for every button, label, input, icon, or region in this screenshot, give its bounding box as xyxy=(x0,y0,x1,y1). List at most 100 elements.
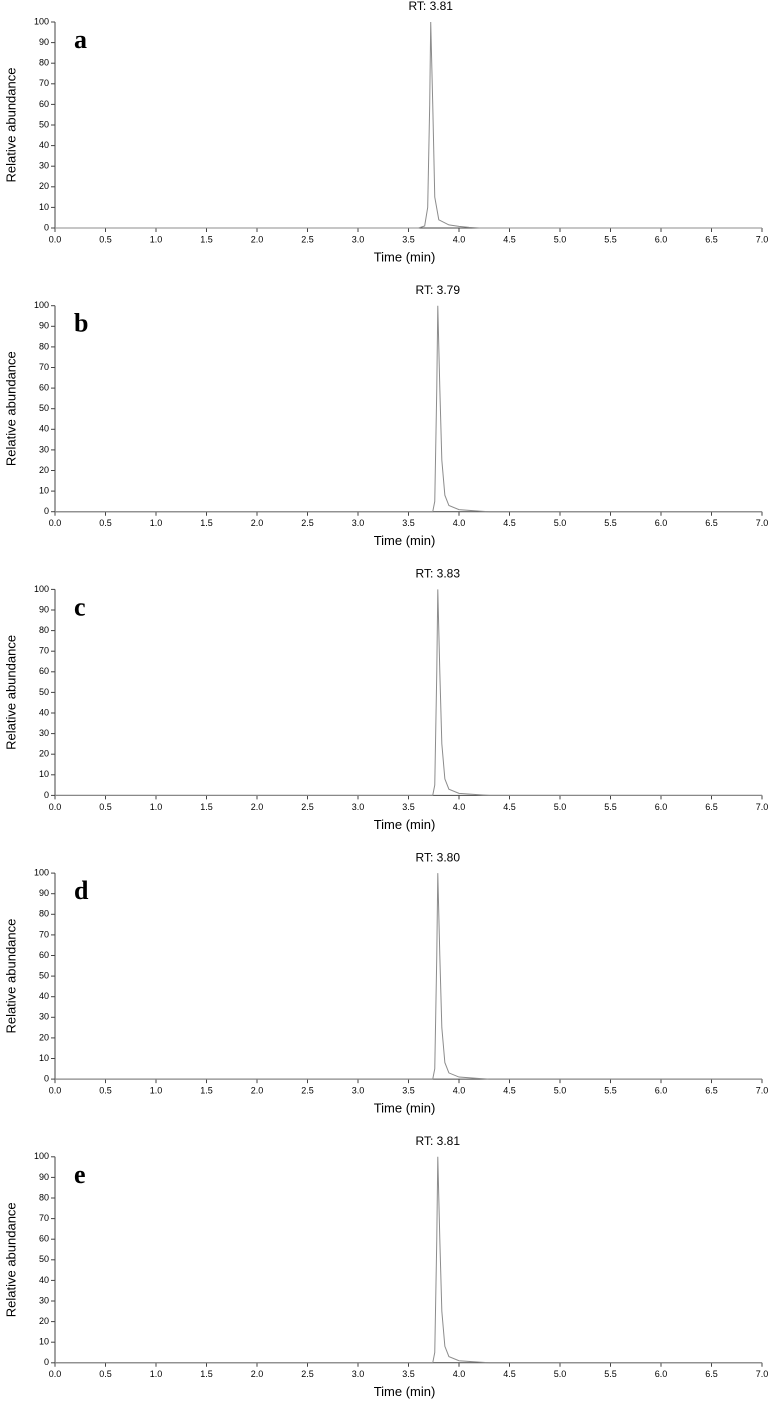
x-tick-label: 2.0 xyxy=(251,518,264,528)
x-tick-label: 6.5 xyxy=(705,518,718,528)
x-tick-label: 6.0 xyxy=(655,1369,668,1379)
x-tick-label: 1.0 xyxy=(150,1369,163,1379)
trace xyxy=(55,589,762,796)
x-tick-label: 1.0 xyxy=(150,518,163,528)
x-tick-label: 3.0 xyxy=(352,1085,365,1095)
x-tick-label: 0.5 xyxy=(99,234,112,244)
x-tick-label: 2.5 xyxy=(301,802,314,812)
y-tick-label: 10 xyxy=(39,1337,49,1347)
y-tick-label: 40 xyxy=(39,424,49,434)
x-tick-label: 5.0 xyxy=(554,1369,567,1379)
x-tick-label: 6.5 xyxy=(705,1085,718,1095)
x-axis-title: Time (min) xyxy=(374,533,436,548)
x-tick-label: 3.0 xyxy=(352,234,365,244)
x-tick-label: 1.5 xyxy=(200,802,213,812)
y-tick-label: 40 xyxy=(39,991,49,1001)
x-tick-label: 2.5 xyxy=(301,518,314,528)
x-tick-label: 3.5 xyxy=(402,1085,415,1095)
x-tick-label: 4.0 xyxy=(453,518,466,528)
y-tick-label: 100 xyxy=(34,300,49,310)
panel-label: b xyxy=(74,309,88,338)
x-tick-label: 4.0 xyxy=(453,1369,466,1379)
y-tick-label: 20 xyxy=(39,181,49,191)
y-tick-label: 30 xyxy=(39,1012,49,1022)
y-axis-title: Relative abundance xyxy=(3,919,18,1034)
x-tick-label: 3.5 xyxy=(402,234,415,244)
y-tick-label: 30 xyxy=(39,1295,49,1305)
x-tick-label: 2.0 xyxy=(251,802,264,812)
y-tick-label: 90 xyxy=(39,888,49,898)
x-tick-label: 2.0 xyxy=(251,234,264,244)
y-tick-label: 100 xyxy=(34,867,49,877)
x-tick-label: 5.5 xyxy=(604,802,617,812)
x-tick-label: 1.0 xyxy=(150,1085,163,1095)
x-tick-label: 4.0 xyxy=(453,802,466,812)
x-axis-title: Time (min) xyxy=(374,1101,436,1116)
x-tick-label: 4.5 xyxy=(503,518,516,528)
y-tick-label: 50 xyxy=(39,970,49,980)
y-tick-label: 60 xyxy=(39,382,49,392)
x-tick-label: 2.5 xyxy=(301,1369,314,1379)
x-tick-label: 5.0 xyxy=(554,234,567,244)
x-tick-label: 6.0 xyxy=(655,518,668,528)
x-tick-label: 0.5 xyxy=(99,1085,112,1095)
x-tick-label: 3.0 xyxy=(352,802,365,812)
panel-label: a xyxy=(74,25,87,54)
peak-annotation: RT: 3.80 xyxy=(416,850,461,864)
y-tick-label: 50 xyxy=(39,687,49,697)
x-axis-title: Time (min) xyxy=(374,249,436,264)
x-tick-label: 2.0 xyxy=(251,1369,264,1379)
y-tick-label: 60 xyxy=(39,666,49,676)
x-tick-label: 5.5 xyxy=(604,234,617,244)
panel-label: c xyxy=(74,592,86,621)
y-tick-label: 20 xyxy=(39,1316,49,1326)
y-tick-label: 30 xyxy=(39,728,49,738)
panel-label: e xyxy=(74,1160,86,1189)
x-tick-label: 0.0 xyxy=(49,1085,62,1095)
y-tick-label: 0 xyxy=(44,1073,49,1083)
x-tick-label: 1.5 xyxy=(200,1085,213,1095)
y-tick-label: 0 xyxy=(44,790,49,800)
panel-label: d xyxy=(74,876,89,905)
x-tick-label: 5.5 xyxy=(604,518,617,528)
y-tick-label: 50 xyxy=(39,403,49,413)
peak-annotation: RT: 3.79 xyxy=(416,283,461,297)
y-tick-label: 10 xyxy=(39,1053,49,1063)
y-tick-label: 80 xyxy=(39,1192,49,1202)
x-tick-label: 7.0 xyxy=(756,518,769,528)
y-tick-label: 30 xyxy=(39,161,49,171)
y-tick-label: 70 xyxy=(39,1213,49,1223)
x-tick-label: 2.5 xyxy=(301,1085,314,1095)
y-tick-label: 10 xyxy=(39,485,49,495)
x-tick-label: 0.5 xyxy=(99,518,112,528)
x-tick-label: 5.0 xyxy=(554,802,567,812)
x-tick-label: 0.0 xyxy=(49,1369,62,1379)
y-axis-title: Relative abundance xyxy=(3,68,18,183)
trace xyxy=(55,305,762,513)
x-tick-label: 4.5 xyxy=(503,234,516,244)
y-tick-label: 100 xyxy=(34,584,49,594)
y-tick-label: 80 xyxy=(39,58,49,68)
y-axis-title: Relative abundance xyxy=(3,351,18,466)
x-tick-label: 1.0 xyxy=(150,234,163,244)
x-tick-label: 6.0 xyxy=(655,802,668,812)
x-tick-label: 0.0 xyxy=(49,234,62,244)
x-tick-label: 4.0 xyxy=(453,234,466,244)
y-tick-label: 0 xyxy=(44,222,49,232)
x-tick-label: 1.5 xyxy=(200,1369,213,1379)
x-tick-label: 3.0 xyxy=(352,518,365,528)
x-tick-label: 6.0 xyxy=(655,234,668,244)
x-axis-title: Time (min) xyxy=(374,1384,436,1399)
x-tick-label: 2.5 xyxy=(301,234,314,244)
y-axis-title: Relative abundance xyxy=(3,1202,18,1317)
y-tick-label: 60 xyxy=(39,99,49,109)
x-tick-label: 6.5 xyxy=(705,234,718,244)
x-tick-label: 4.5 xyxy=(503,1085,516,1095)
y-tick-label: 80 xyxy=(39,909,49,919)
x-tick-label: 0.0 xyxy=(49,802,62,812)
x-tick-label: 4.0 xyxy=(453,1085,466,1095)
x-tick-label: 6.5 xyxy=(705,1369,718,1379)
x-tick-label: 6.0 xyxy=(655,1085,668,1095)
trace xyxy=(55,1156,762,1364)
y-tick-label: 100 xyxy=(34,1151,49,1161)
